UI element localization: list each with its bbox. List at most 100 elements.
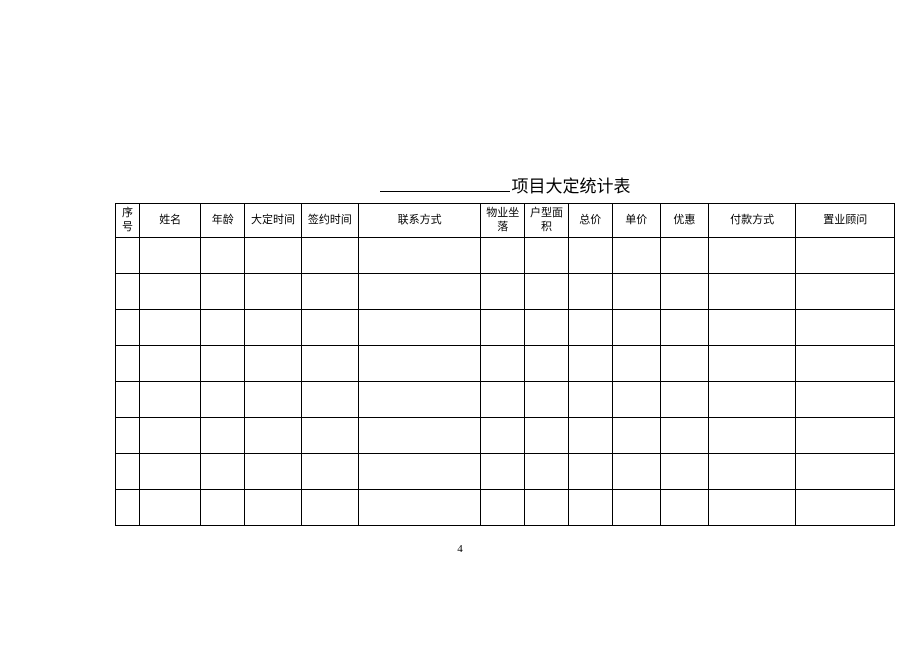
table-cell	[481, 309, 525, 345]
table-cell	[568, 489, 612, 525]
col-header: 优惠	[660, 204, 708, 238]
table-cell	[525, 345, 569, 381]
table-cell	[612, 417, 660, 453]
table-cell	[796, 309, 895, 345]
table-row	[116, 309, 895, 345]
table-cell	[708, 381, 796, 417]
table-cell	[660, 381, 708, 417]
table-cell	[660, 453, 708, 489]
table-cell	[245, 453, 302, 489]
table-cell	[201, 309, 245, 345]
table-cell	[612, 489, 660, 525]
table-cell	[796, 417, 895, 453]
table-cell	[301, 453, 358, 489]
table-cell	[140, 345, 201, 381]
table-cell	[708, 309, 796, 345]
table-cell	[525, 273, 569, 309]
table-row	[116, 381, 895, 417]
table-cell	[481, 417, 525, 453]
table-cell	[612, 345, 660, 381]
table-cell	[201, 345, 245, 381]
col-header: 大定时间	[245, 204, 302, 238]
table-cell	[245, 417, 302, 453]
col-header: 付款方式	[708, 204, 796, 238]
table-cell	[568, 273, 612, 309]
table-cell	[660, 273, 708, 309]
col-header: 置业顾问	[796, 204, 895, 238]
table-cell	[525, 489, 569, 525]
table-cell	[796, 489, 895, 525]
table-cell	[708, 489, 796, 525]
title-text: 项目大定统计表	[512, 177, 631, 196]
table-row	[116, 453, 895, 489]
document-title: 项目大定统计表	[115, 172, 895, 197]
table-cell	[796, 237, 895, 273]
table-cell	[245, 489, 302, 525]
table-cell	[245, 309, 302, 345]
table-cell	[660, 345, 708, 381]
document-page: 项目大定统计表 序号姓名年龄大定时间签约时间联系方式物业坐落户型面积总价单价优惠…	[115, 172, 895, 526]
table-cell	[358, 309, 481, 345]
table-cell	[568, 345, 612, 381]
table-cell	[481, 345, 525, 381]
table-cell	[660, 309, 708, 345]
table-cell	[201, 417, 245, 453]
table-cell	[481, 273, 525, 309]
table-cell	[301, 489, 358, 525]
table-cell	[358, 453, 481, 489]
title-blank-underline	[380, 175, 510, 192]
table-cell	[525, 381, 569, 417]
table-cell	[358, 489, 481, 525]
table-cell	[568, 453, 612, 489]
table-cell	[660, 237, 708, 273]
table-cell	[140, 237, 201, 273]
table-cell	[301, 345, 358, 381]
table-cell	[140, 453, 201, 489]
table-cell	[116, 489, 140, 525]
table-cell	[568, 309, 612, 345]
table-cell	[301, 309, 358, 345]
table-row	[116, 489, 895, 525]
table-cell	[201, 381, 245, 417]
col-header: 签约时间	[301, 204, 358, 238]
table-cell	[568, 237, 612, 273]
table-cell	[116, 381, 140, 417]
table-cell	[201, 273, 245, 309]
table-cell	[301, 273, 358, 309]
table-cell	[245, 237, 302, 273]
table-row	[116, 417, 895, 453]
table-cell	[796, 273, 895, 309]
table-cell	[116, 309, 140, 345]
page-number: 4	[0, 543, 920, 555]
table-cell	[358, 381, 481, 417]
table-cell	[358, 273, 481, 309]
table-cell	[140, 309, 201, 345]
table-cell	[116, 453, 140, 489]
table-cell	[201, 489, 245, 525]
table-cell	[358, 237, 481, 273]
table-cell	[568, 417, 612, 453]
table-cell	[245, 345, 302, 381]
table-cell	[140, 417, 201, 453]
table-cell	[612, 381, 660, 417]
table-cell	[708, 417, 796, 453]
table-cell	[612, 237, 660, 273]
table-cell	[116, 237, 140, 273]
table-cell	[301, 237, 358, 273]
table-cell	[612, 453, 660, 489]
table-cell	[116, 273, 140, 309]
table-cell	[245, 381, 302, 417]
table-cell	[525, 453, 569, 489]
table-cell	[708, 453, 796, 489]
table-cell	[796, 453, 895, 489]
col-header: 序号	[116, 204, 140, 238]
table-cell	[660, 489, 708, 525]
table-cell	[612, 309, 660, 345]
table-row	[116, 237, 895, 273]
table-cell	[116, 345, 140, 381]
table-cell	[140, 381, 201, 417]
table-cell	[525, 237, 569, 273]
table-cell	[301, 381, 358, 417]
col-header: 联系方式	[358, 204, 481, 238]
table-cell	[612, 273, 660, 309]
